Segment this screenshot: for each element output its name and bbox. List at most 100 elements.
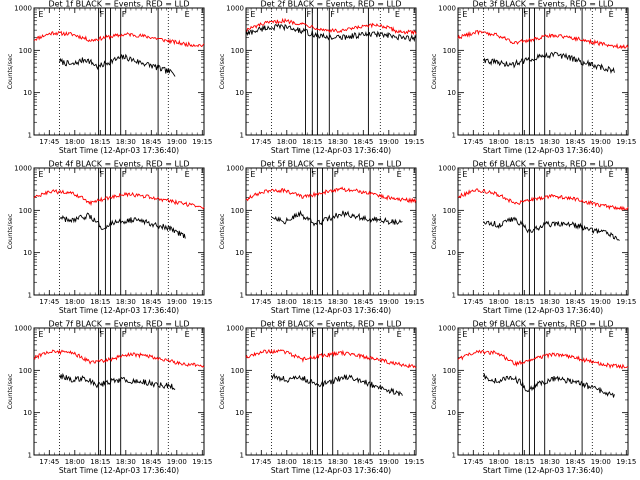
lld-series-line [33,188,205,210]
interval-flag-label: F [546,170,551,179]
interval-flag-label: E [38,330,43,339]
x-tick-label: 17:45 [463,458,483,466]
panel-title: Det 5f BLACK = Events, RED = LLD [260,160,401,169]
events-series-line [483,216,620,241]
y-tick-label: 100 [231,367,244,375]
x-axis-label: Start Time (12-Apr-03 17:36:40) [59,146,179,155]
events-series-line [59,212,186,239]
events-series-line [483,51,615,75]
x-tick-label: 17:45 [251,458,271,466]
y-tick-label: 10 [235,249,244,257]
interval-flag-label: E [38,170,43,179]
y-axis-label: Counts/sec [218,213,226,249]
interval-flag-label: F [330,10,335,19]
x-tick-label: 18:00 [277,298,297,306]
y-axis-label: Counts/sec [6,213,14,249]
interval-flag-label: E [185,10,190,19]
y-tick-label: 1000 [226,5,244,13]
y-tick-label: 1000 [438,5,456,13]
y-tick-label: 100 [19,207,32,215]
interval-flag-label: F [524,330,529,339]
events-series-line [271,209,403,227]
panel-title: Det 6f BLACK = Events, RED = LLD [472,160,613,169]
panel-det-6f: Det 6f BLACK = Events, RED = LLD 1 10 100 10… [430,160,636,316]
x-tick-label: 18:15 [302,458,322,466]
lld-series-line [245,17,417,36]
y-axis-label: Counts/sec [6,373,14,409]
y-tick-label: 1000 [14,165,32,173]
lld-series-line [33,349,205,368]
interval-flag-label: E [397,330,402,339]
panel-det-2f: Det 2f BLACK = Events, RED = LLD 1 10 100 10… [218,0,424,155]
y-axis-label: Counts/sec [430,213,438,249]
x-tick-label: 18:45 [353,458,373,466]
plot-frame [457,327,629,456]
x-tick-label: 19:15 [404,298,424,306]
interval-flag-label: E [38,10,43,19]
x-axis-label: Start Time (12-Apr-03 17:36:40) [483,466,603,475]
y-tick-label: 1 [240,132,244,140]
events-series-line [483,372,615,398]
x-tick-label: 17:45 [39,458,59,466]
y-tick-label: 1000 [226,165,244,173]
y-tick-label: 1000 [438,165,456,173]
x-tick-label: 18:00 [65,458,85,466]
interval-flag-label: E [462,170,467,179]
lld-series-line [457,188,629,212]
x-tick-label: 18:15 [514,458,534,466]
y-axis-label: Counts/sec [430,373,438,409]
panel-title: Det 4f BLACK = Events, RED = LLD [48,160,189,169]
x-tick-label: 19:15 [404,138,424,146]
x-tick-label: 18:15 [514,138,534,146]
y-tick-label: 10 [447,409,456,417]
x-axis-label: Start Time (12-Apr-03 17:36:40) [271,146,391,155]
events-series-line [59,53,176,77]
y-tick-label: 10 [447,89,456,97]
y-tick-label: 100 [231,47,244,55]
lld-series-line [33,30,205,48]
interval-flag-label: F [307,10,312,19]
x-tick-label: 18:45 [565,298,585,306]
x-tick-label: 18:15 [302,138,322,146]
x-tick-label: 18:00 [65,138,85,146]
y-axis-label: Counts/sec [218,373,226,409]
interval-flag-label: F [334,170,339,179]
x-tick-label: 18:30 [328,138,348,146]
x-tick-label: 19:15 [404,458,424,466]
x-tick-label: 19:00 [167,138,187,146]
y-tick-label: 100 [231,207,244,215]
y-axis-label: Counts/sec [218,53,226,89]
panel-det-5f: Det 5f BLACK = Events, RED = LLD 1 10 100 10… [218,160,424,316]
interval-flag-label: F [100,10,105,19]
x-tick-label: 19:15 [192,298,212,306]
interval-flag-label: F [524,170,529,179]
x-tick-label: 18:00 [489,458,509,466]
x-tick-label: 18:15 [90,298,110,306]
x-tick-label: 18:45 [141,458,161,466]
plot-frame [33,167,205,296]
y-tick-label: 100 [19,367,32,375]
y-tick-label: 10 [23,249,32,257]
y-tick-label: 10 [447,249,456,257]
x-tick-label: 18:15 [514,298,534,306]
x-tick-label: 17:45 [251,138,271,146]
plot-frame [457,7,629,136]
y-tick-label: 100 [443,207,456,215]
y-tick-label: 1 [28,452,32,460]
panel-title: Det 7f BLACK = Events, RED = LLD [48,320,189,329]
x-tick-label: 18:30 [116,458,136,466]
x-tick-label: 18:30 [540,138,560,146]
interval-flag-label: E [462,330,467,339]
interval-flag-label: E [185,170,190,179]
interval-flag-label: E [462,10,467,19]
interval-flag-label: F [546,330,551,339]
x-tick-label: 18:00 [65,298,85,306]
panel-det-3f: Det 3f BLACK = Events, RED = LLD 1 10 100 10… [430,0,636,155]
x-axis-label: Start Time (12-Apr-03 17:36:40) [483,146,603,155]
plot-frame [245,167,417,296]
x-tick-label: 18:30 [328,298,348,306]
plot-frame [33,7,205,136]
y-tick-label: 1 [452,292,456,300]
x-tick-label: 18:15 [90,458,110,466]
